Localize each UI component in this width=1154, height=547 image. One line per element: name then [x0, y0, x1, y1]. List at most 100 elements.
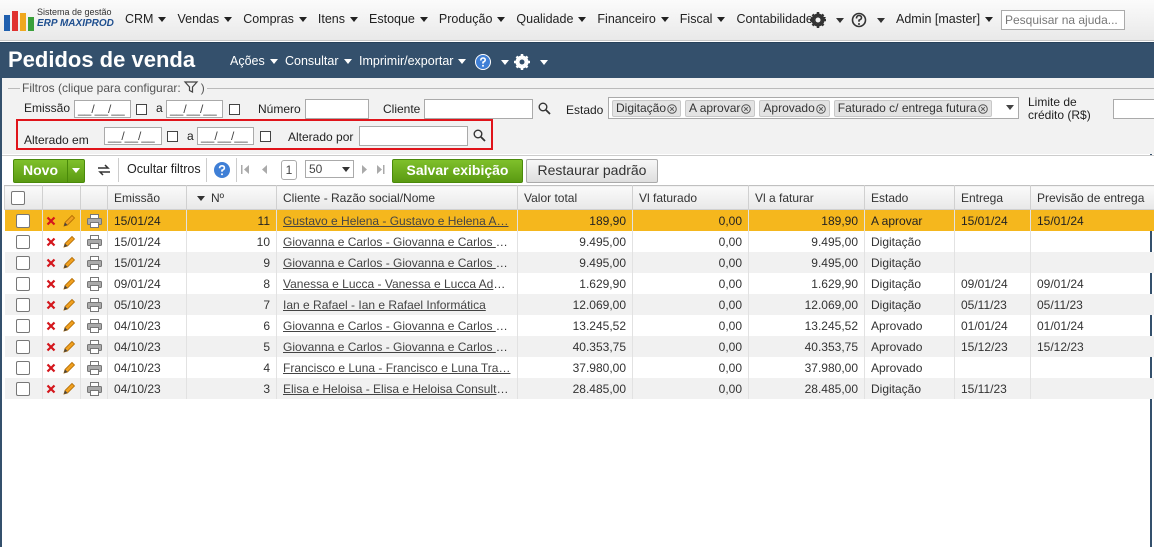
help-button[interactable] — [213, 161, 231, 179]
delete-button[interactable] — [46, 279, 56, 289]
edit-button[interactable] — [62, 235, 76, 249]
column-header[interactable]: Emissão — [107, 185, 187, 210]
client-link[interactable]: Ian e Rafael - Ian e Rafael Informática — [283, 297, 486, 312]
order-row[interactable]: 04/10/23 3 Elisa e Heloisa - Elisa e Heloi… — [4, 378, 1154, 399]
chip-remove[interactable] — [667, 104, 677, 114]
edit-button[interactable] — [62, 361, 76, 375]
menu-item[interactable]: Fiscal — [680, 12, 726, 26]
new-button[interactable]: Novo — [13, 159, 85, 183]
menu-item[interactable]: Estoque — [369, 12, 428, 26]
client-link[interactable]: Giovanna e Carlos - Giovanna e Carlos E… — [283, 318, 516, 333]
menu-item[interactable]: Compras — [243, 12, 307, 26]
consult-menu[interactable]: Consultar — [285, 54, 352, 68]
client-link[interactable]: Gustavo e Helena - Gustavo e Helena A… — [283, 213, 509, 228]
column-header[interactable]: Nº — [186, 185, 277, 210]
emission-to[interactable]: __/__/__ — [166, 100, 223, 118]
menu-item[interactable]: Financeiro — [597, 12, 669, 26]
row-checkbox[interactable] — [16, 234, 31, 249]
delete-button[interactable] — [46, 363, 56, 373]
state-select[interactable]: Digitação A aprovar Aprovado Faturado c/ en… — [608, 97, 1019, 119]
calendar-button[interactable] — [260, 131, 271, 142]
changed-to[interactable]: __/__/__ — [197, 127, 254, 145]
calendar-button[interactable] — [167, 131, 178, 142]
export-menu[interactable]: Imprimir/exportar — [359, 54, 467, 68]
order-row[interactable]: 04/10/23 4 Francisco e Luna - Francisco e … — [4, 357, 1154, 378]
edit-button[interactable] — [62, 298, 76, 312]
column-header[interactable]: Entrega — [954, 185, 1031, 210]
number-input[interactable] — [305, 99, 369, 119]
refresh-button[interactable] — [95, 162, 113, 178]
calendar-button[interactable] — [136, 104, 147, 115]
client-link[interactable]: Giovanna e Carlos - Giovanna e Carlos E… — [283, 255, 516, 270]
print-button[interactable] — [87, 297, 102, 312]
column-header[interactable]: Vl a faturar — [748, 185, 865, 210]
print-button[interactable] — [87, 276, 102, 291]
client-link[interactable]: Elisa e Heloisa - Elisa e Heloisa Consul… — [283, 381, 516, 396]
credit-limit-input[interactable] — [1113, 99, 1154, 119]
order-row[interactable]: 05/10/23 7 Ian e Rafael - Ian e Rafael Inf… — [4, 294, 1154, 315]
row-checkbox[interactable] — [16, 255, 31, 270]
client-link[interactable]: Vanessa e Lucca - Vanessa e Lucca Adv… — [283, 276, 512, 291]
order-row[interactable]: 15/01/24 11 Gustavo e Helena - Gustavo e H… — [4, 209, 1154, 231]
delete-button[interactable] — [46, 216, 56, 226]
chip-remove[interactable] — [815, 104, 826, 114]
column-header[interactable]: Estado — [864, 185, 955, 210]
next-last-buttons[interactable] — [361, 165, 385, 175]
client-link[interactable]: Giovanna e Carlos - Giovanna e Carlos E… — [283, 234, 516, 249]
emission-from[interactable]: __/__/__ — [74, 100, 131, 118]
print-button[interactable] — [87, 255, 102, 270]
edit-button[interactable] — [62, 382, 76, 396]
print-button[interactable] — [87, 360, 102, 375]
select-all-checkbox[interactable] — [11, 190, 25, 205]
changed-from[interactable]: __/__/__ — [104, 127, 162, 145]
menu-item[interactable]: Itens — [318, 12, 359, 26]
menu-item[interactable]: Produção — [439, 12, 506, 26]
changed-by-input[interactable] — [359, 126, 468, 146]
help-search[interactable]: Pesquisar na ajuda... — [1001, 10, 1125, 30]
print-button[interactable] — [87, 234, 102, 249]
help-button[interactable] — [475, 53, 511, 71]
delete-button[interactable] — [46, 342, 56, 352]
print-button[interactable] — [87, 339, 102, 354]
edit-button[interactable] — [62, 319, 76, 333]
row-checkbox[interactable] — [16, 381, 31, 396]
filters-legend[interactable]: Filtros (clique para configurar:) — [20, 81, 207, 95]
first-prev-buttons[interactable] — [241, 165, 271, 175]
delete-button[interactable] — [46, 300, 56, 310]
edit-button[interactable] — [62, 340, 76, 354]
page-input[interactable]: 1 — [281, 160, 297, 180]
save-view-button[interactable]: Salvar exibição — [392, 159, 523, 183]
page-settings[interactable] — [513, 52, 551, 72]
actions-menu[interactable]: Ações — [230, 54, 278, 68]
row-checkbox[interactable] — [16, 297, 31, 312]
row-checkbox[interactable] — [16, 318, 31, 333]
order-row[interactable]: 04/10/23 5 Giovanna e Carlos - Giovanna e … — [4, 336, 1154, 357]
delete-button[interactable] — [46, 258, 56, 268]
order-row[interactable]: 15/01/24 9 Giovanna e Carlos - Giovanna e … — [4, 252, 1154, 273]
edit-button[interactable] — [62, 214, 76, 228]
delete-button[interactable] — [46, 321, 56, 331]
delete-button[interactable] — [46, 237, 56, 247]
client-search[interactable] — [538, 102, 551, 115]
chip-remove[interactable] — [977, 104, 988, 114]
row-checkbox[interactable] — [16, 276, 31, 291]
order-row[interactable]: 09/01/24 8 Vanessa e Lucca - Vanessa e Luc… — [4, 273, 1154, 294]
order-row[interactable]: 04/10/23 6 Giovanna e Carlos - Giovanna e … — [4, 315, 1154, 336]
column-header[interactable]: Cliente - Razão social/Nome — [276, 185, 518, 210]
column-header[interactable]: Valor total — [517, 185, 633, 210]
hide-filters-button[interactable]: Ocultar filtros — [127, 162, 201, 176]
row-checkbox[interactable] — [16, 213, 31, 228]
row-checkbox[interactable] — [16, 360, 31, 375]
edit-button[interactable] — [62, 256, 76, 270]
chip-remove[interactable] — [741, 104, 752, 114]
menu-item[interactable]: CRM — [125, 12, 167, 26]
row-checkbox[interactable] — [16, 339, 31, 354]
restore-default-button[interactable]: Restaurar padrão — [526, 159, 658, 183]
print-button[interactable] — [87, 318, 102, 333]
order-row[interactable]: 15/01/24 10 Giovanna e Carlos - Giovanna e… — [4, 231, 1154, 252]
client-link[interactable]: Francisco e Luna - Francisco e Luna Tra… — [283, 360, 511, 375]
user-menu[interactable]: Admin [master] — [896, 12, 994, 26]
page-size-select[interactable]: 50 — [305, 160, 354, 178]
print-button[interactable] — [87, 381, 102, 396]
help-menu[interactable] — [851, 11, 887, 29]
